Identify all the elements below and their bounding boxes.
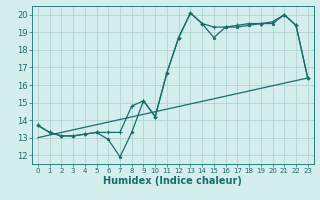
X-axis label: Humidex (Indice chaleur): Humidex (Indice chaleur) bbox=[103, 176, 242, 186]
